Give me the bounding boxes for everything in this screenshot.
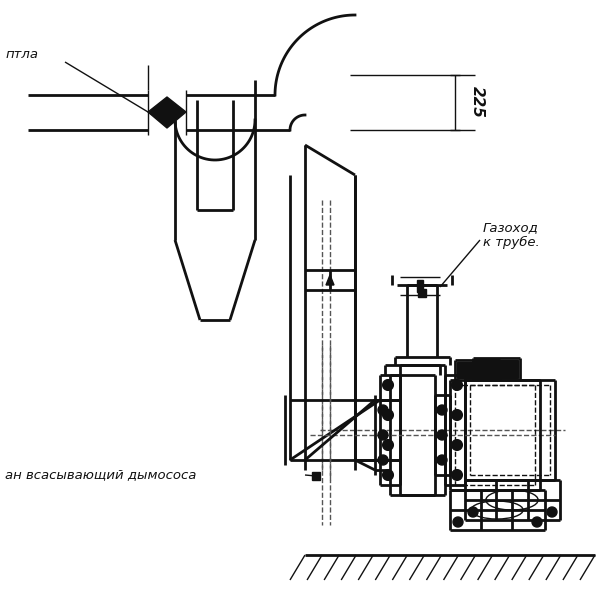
Circle shape xyxy=(437,430,447,440)
Circle shape xyxy=(378,405,388,415)
Polygon shape xyxy=(312,472,320,480)
Circle shape xyxy=(452,380,462,390)
Circle shape xyxy=(452,410,462,420)
Text: ан всасывающий дымососа: ан всасывающий дымососа xyxy=(5,469,196,481)
Text: птла: птла xyxy=(5,49,38,61)
Polygon shape xyxy=(326,275,334,285)
Circle shape xyxy=(383,380,393,390)
Polygon shape xyxy=(148,97,167,128)
Circle shape xyxy=(452,440,462,450)
Polygon shape xyxy=(167,97,186,128)
Polygon shape xyxy=(418,289,426,297)
Circle shape xyxy=(383,410,393,420)
Circle shape xyxy=(468,507,478,517)
Circle shape xyxy=(453,517,463,527)
Circle shape xyxy=(452,470,462,480)
Polygon shape xyxy=(457,362,498,378)
Text: 225: 225 xyxy=(470,86,485,118)
Circle shape xyxy=(532,517,542,527)
Text: Газоход
к трубе.: Газоход к трубе. xyxy=(483,221,540,249)
Polygon shape xyxy=(417,280,423,292)
Polygon shape xyxy=(163,108,171,116)
Circle shape xyxy=(437,455,447,465)
Circle shape xyxy=(383,440,393,450)
Circle shape xyxy=(547,507,557,517)
Circle shape xyxy=(383,470,393,480)
Circle shape xyxy=(378,430,388,440)
Polygon shape xyxy=(475,360,518,378)
Circle shape xyxy=(378,455,388,465)
Circle shape xyxy=(437,405,447,415)
